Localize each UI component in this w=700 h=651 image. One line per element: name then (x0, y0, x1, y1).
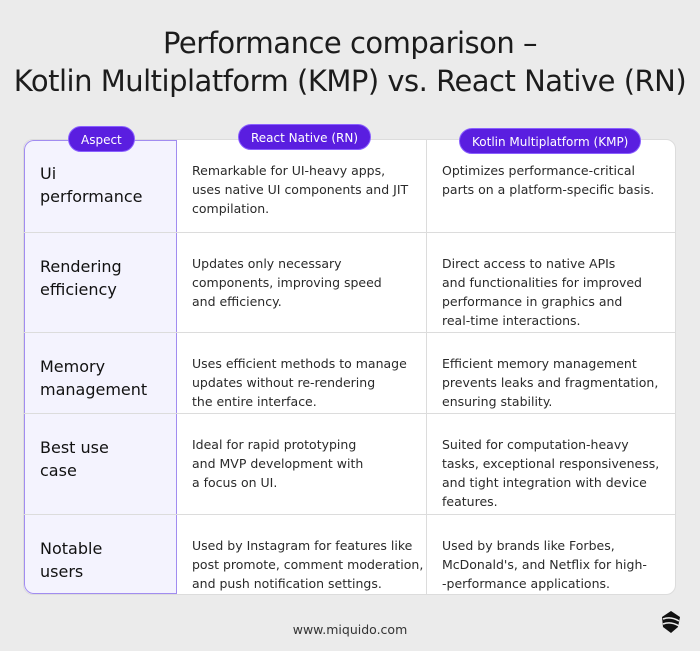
cell-line: Efficient memory management (442, 356, 637, 371)
cell-line: Suited for computation-heavy (442, 437, 629, 452)
cell-line: Uses efficient methods to manage (192, 356, 407, 371)
cell-line: a focus on UI. (192, 475, 278, 490)
rn-cell: Updates only necessary components, improv… (192, 254, 382, 311)
miquido-logo-icon (662, 611, 680, 633)
cell-line: and functionalities for improved (442, 275, 642, 290)
cell-line: components, improving speed (192, 275, 382, 290)
table-row: Notable users Used by Instagram for featur… (24, 515, 675, 594)
cell-line: and push notification settings. (192, 576, 382, 591)
rn-cell: Used by Instagram for features like post … (192, 536, 423, 593)
cell-line: users (40, 562, 84, 581)
rn-cell: Remarkable for UI-heavy apps, uses native… (192, 161, 408, 218)
cell-line: -performance applications. (442, 576, 610, 591)
title-line: Kotlin Multiplatform (KMP) vs. React Nat… (13, 64, 687, 98)
kmp-cell: Efficient memory management prevents leak… (442, 354, 658, 411)
rn-cell: Uses efficient methods to manage updates … (192, 354, 407, 411)
column-divider (426, 140, 427, 594)
cell-line: ensuring stability. (442, 394, 553, 409)
rn-cell: Ideal for rapid prototyping and MVP devel… (192, 435, 363, 492)
aspect-cell: Rendering efficiency (40, 255, 122, 301)
cell-line: Notable (40, 539, 103, 558)
cell-line: parts on a platform-specific basis. (442, 182, 655, 197)
kmp-cell: Optimizes performance-critical parts on a… (442, 161, 654, 199)
cell-line: Direct access to native APIs (442, 256, 616, 271)
table-row: Rendering efficiency Updates only necessar… (24, 233, 675, 333)
cell-line: Ideal for rapid prototyping (192, 437, 357, 452)
aspect-cell: Best use case (40, 436, 109, 482)
header-kmp: Kotlin Multiplatform (KMP) (459, 128, 642, 154)
kmp-cell: Used by brands like Forbes, McDonald's, a… (442, 536, 647, 593)
cell-line: the entire interface. (192, 394, 317, 409)
cell-line: uses native UI components and JIT (192, 182, 409, 197)
website-url: www.miquido.com (292, 622, 408, 637)
aspect-column (24, 140, 177, 594)
cell-line: Remarkable for UI-heavy apps, (192, 163, 386, 178)
cell-line: tasks, exceptional responsiveness, (442, 456, 660, 471)
title-line: Performance comparison – (162, 26, 538, 60)
cell-line: features. (442, 494, 498, 509)
cell-line: Memory (40, 357, 106, 376)
table-row: Best use case Ideal for rapid prototyping a… (24, 414, 675, 515)
cell-line: management (40, 380, 148, 399)
cell-line: Best use (40, 438, 109, 457)
cell-line: compilation. (192, 201, 270, 216)
header-aspect: Aspect (68, 126, 135, 152)
kmp-cell: Suited for computation-heavy tasks, excep… (442, 435, 659, 511)
cell-line: Optimizes performance-critical (442, 163, 635, 178)
kmp-cell: Direct access to native APIs and function… (442, 254, 642, 330)
cell-line: Updates only necessary (192, 256, 342, 271)
header-react-native: React Native (RN) (238, 124, 371, 150)
cell-line: and efficiency. (192, 294, 282, 309)
cell-line: and tight integration with device (442, 475, 647, 490)
cell-line: McDonald's, and Netflix for high- (442, 557, 647, 572)
cell-line: updates without re-rendering (192, 375, 376, 390)
cell-line: Used by brands like Forbes, (442, 538, 615, 553)
cell-line: efficiency (40, 280, 117, 299)
cell-line: post promote, comment moderation, (192, 557, 424, 572)
cell-line: and MVP development with (192, 456, 364, 471)
cell-line: prevents leaks and fragmentation, (442, 375, 659, 390)
cell-line: Rendering (40, 257, 122, 276)
aspect-cell: Ui performance (40, 162, 142, 208)
page-title: Performance comparison – Kotlin Multiplat… (0, 24, 700, 100)
aspect-cell: Memory management (40, 355, 147, 401)
cell-line: Ui (40, 164, 57, 183)
table-row: Ui performance Remarkable for UI-heavy app… (24, 140, 675, 233)
aspect-cell: Notable users (40, 537, 102, 583)
cell-line: Used by Instagram for features like (192, 538, 413, 553)
cell-line: performance in graphics and (442, 294, 623, 309)
table-row: Memory management Uses efficient methods t… (24, 333, 675, 414)
cell-line: performance (40, 187, 143, 206)
cell-line: real-time interactions. (442, 313, 581, 328)
cell-line: case (40, 461, 77, 480)
comparison-table: Ui performance Remarkable for UI-heavy app… (23, 139, 676, 595)
